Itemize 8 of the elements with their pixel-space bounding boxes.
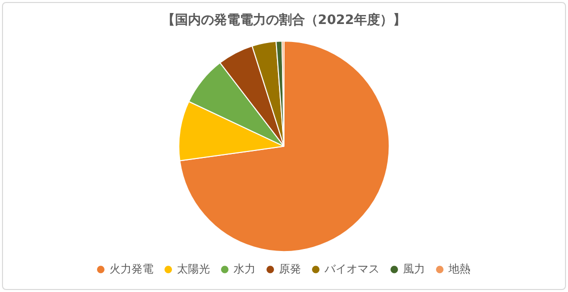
chart-title: 【国内の発電電力の割合（2022年度）】 (162, 12, 406, 28)
legend-label: 風力 (402, 262, 425, 276)
legend-label: 水力 (233, 262, 256, 276)
legend-label: 火力発電 (109, 262, 154, 276)
legend-label: 原発 (278, 262, 301, 276)
legend-label: バイオマス (323, 262, 380, 276)
legend-label: 地熱 (447, 262, 470, 276)
legend-label: 太陽光 (176, 262, 210, 276)
